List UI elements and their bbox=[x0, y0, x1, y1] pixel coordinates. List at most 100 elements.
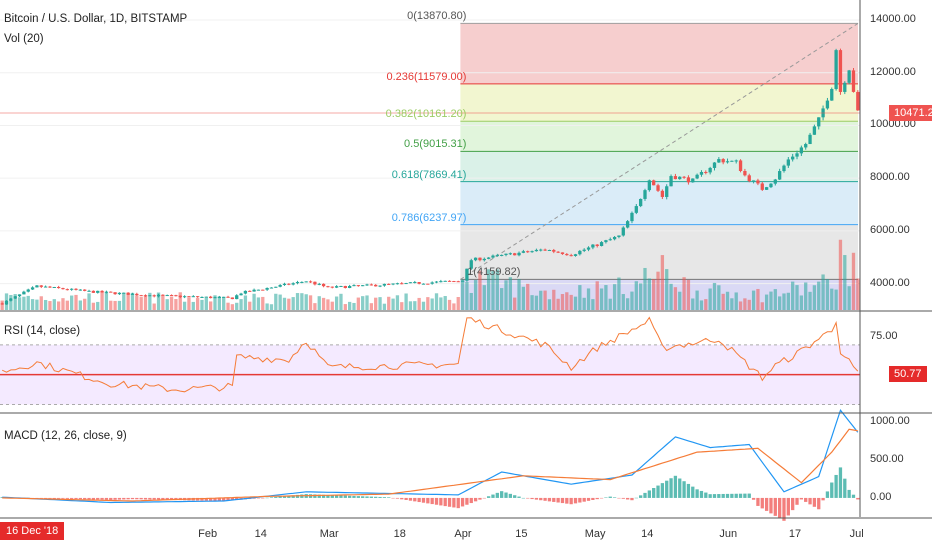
macd-histogram-bar bbox=[439, 497, 443, 506]
macd-histogram-bar bbox=[582, 497, 586, 502]
candle-body bbox=[699, 171, 704, 175]
fib-trend-line bbox=[460, 22, 859, 280]
candle-body bbox=[313, 281, 317, 285]
macd-histogram-bar bbox=[395, 497, 400, 499]
candle-body bbox=[343, 285, 347, 288]
candle-body bbox=[838, 50, 843, 92]
candle-body bbox=[630, 212, 634, 222]
candle-body bbox=[213, 297, 217, 299]
candle-body bbox=[652, 180, 656, 186]
volume-bar bbox=[222, 297, 226, 310]
candle-body bbox=[625, 221, 630, 228]
time-tick: Feb bbox=[198, 528, 218, 540]
candle-body bbox=[52, 286, 56, 288]
price-tick: 12000.00 bbox=[870, 65, 916, 78]
volume-bar bbox=[174, 299, 178, 310]
volume-bar bbox=[625, 298, 630, 310]
macd-histogram-bar bbox=[269, 497, 274, 498]
macd-histogram-bar bbox=[343, 495, 347, 498]
volume-bar bbox=[87, 293, 91, 310]
macd-histogram-bar bbox=[630, 497, 634, 501]
time-tick: 14 bbox=[254, 528, 267, 540]
macd-histogram-bar bbox=[560, 497, 565, 504]
candle-body bbox=[61, 288, 65, 290]
volume-bar bbox=[526, 283, 530, 310]
fib-zone bbox=[460, 121, 858, 152]
candle-body bbox=[321, 283, 326, 287]
macd-histogram-bar bbox=[204, 497, 208, 501]
volume-bar bbox=[421, 301, 426, 310]
candle-body bbox=[486, 257, 491, 259]
volume-bar bbox=[665, 269, 669, 310]
macd-histogram-bar bbox=[287, 495, 291, 498]
volume-bar bbox=[256, 297, 261, 310]
macd-histogram-bar bbox=[556, 497, 560, 503]
volume-bar bbox=[317, 296, 321, 310]
candle-body bbox=[586, 247, 591, 250]
candle-body bbox=[534, 249, 539, 252]
volume-bar bbox=[756, 288, 760, 310]
candle-body bbox=[104, 291, 109, 293]
volume-bar bbox=[400, 302, 404, 310]
candle-body bbox=[287, 283, 291, 285]
macd-histogram-bar bbox=[604, 497, 608, 498]
volume-bar bbox=[143, 295, 148, 310]
volume-bar bbox=[500, 288, 504, 310]
volume-bar bbox=[56, 301, 61, 310]
candle-body bbox=[508, 253, 513, 255]
macd-histogram-bar bbox=[830, 482, 834, 498]
macd-tick: 0.00 bbox=[870, 490, 892, 503]
candle-body bbox=[56, 286, 61, 289]
volume-bar bbox=[747, 299, 751, 310]
candle-body bbox=[417, 282, 421, 284]
macd-histogram-bar bbox=[413, 497, 417, 502]
macd-histogram-bar bbox=[539, 497, 543, 501]
macd-histogram-bar bbox=[665, 480, 669, 498]
candle-body bbox=[278, 285, 282, 287]
candle-body bbox=[769, 183, 773, 188]
volume-bar bbox=[699, 300, 704, 310]
macd-histogram-bar bbox=[109, 497, 113, 500]
volume-bar bbox=[321, 297, 326, 310]
volume-bar bbox=[599, 288, 604, 310]
rsi-value-tag: 50.77 bbox=[889, 365, 927, 382]
volume-bar bbox=[782, 293, 786, 310]
candle-body bbox=[96, 290, 100, 293]
candle-body bbox=[730, 160, 734, 162]
time-tick: May bbox=[584, 528, 606, 540]
price-tick: 6000.00 bbox=[870, 223, 910, 236]
volume-bar bbox=[61, 298, 65, 310]
volume-bar bbox=[300, 293, 304, 310]
macd-histogram-bar bbox=[495, 492, 499, 498]
volume-bar bbox=[91, 302, 96, 310]
candle-body bbox=[174, 295, 178, 297]
candle-body bbox=[556, 251, 560, 253]
volume-bar bbox=[482, 285, 486, 310]
macd-histogram-bar bbox=[96, 497, 100, 500]
candle-body bbox=[721, 159, 725, 163]
volume-bar bbox=[287, 298, 291, 310]
volume-bar bbox=[22, 296, 26, 310]
candle-body bbox=[0, 303, 4, 305]
candle-body bbox=[647, 180, 651, 191]
candle-body bbox=[830, 89, 834, 101]
candle-body bbox=[804, 144, 808, 148]
macd-histogram-bar bbox=[365, 496, 369, 498]
macd-histogram-bar bbox=[804, 497, 808, 502]
macd-histogram-bar bbox=[161, 497, 165, 500]
volume-bar bbox=[456, 297, 460, 310]
candle-body bbox=[408, 282, 413, 284]
candle-body bbox=[686, 177, 691, 183]
volume-bar bbox=[426, 297, 430, 310]
volume-bar bbox=[856, 278, 860, 310]
candle-body bbox=[612, 236, 617, 240]
candle-body bbox=[182, 296, 187, 298]
volume-bar bbox=[252, 293, 256, 310]
macd-histogram-bar bbox=[760, 497, 764, 509]
candle-body bbox=[156, 294, 161, 297]
candle-body bbox=[226, 296, 230, 298]
macd-histogram-bar bbox=[334, 495, 339, 498]
candle-body bbox=[847, 70, 851, 83]
volume-bar bbox=[791, 281, 795, 310]
